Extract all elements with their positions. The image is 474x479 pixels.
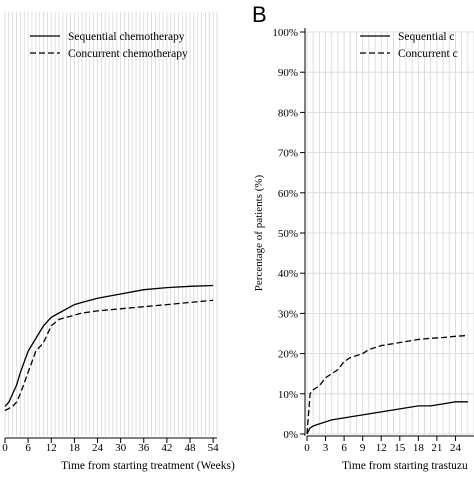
panel-b-y-tick-label: 60% [278, 188, 298, 200]
panel-a-x-ticks: 0 6 12 18 24 30 36 42 48 54 [2, 437, 220, 454]
panel-b-legend: Sequential c Concurrent c [360, 31, 458, 60]
panel-b-x-tick-label: 3 [323, 442, 329, 454]
panel-b-y-tick-label: 10% [278, 389, 298, 401]
panel-a-series-line-2 [4, 299, 214, 412]
panel-a-x-tick-label: 48 [185, 442, 197, 454]
panel-b-x-tick-label: 18 [413, 442, 425, 454]
panel-b-y-tick-label: 90% [278, 67, 298, 79]
panel-b-x-tick-label: 9 [360, 442, 366, 454]
panel-b-x-tick-label: 24 [450, 442, 462, 454]
panel-a-x-tick-label: 30 [115, 442, 127, 454]
panel-b-grid [306, 31, 474, 435]
panel-b-y-tick-label: 30% [278, 308, 298, 320]
panel-b-y-tick-label: 80% [278, 107, 298, 119]
panel-a-x-tick-label: 42 [161, 442, 172, 454]
panel-a-legend-label: Concurrent chemotherapy [68, 48, 188, 60]
panel-b-y-axis-label: Percentage of patients (%) [253, 174, 265, 291]
panel-a: 0 6 12 18 24 30 36 42 48 54 Time from starting tr… [2, 12, 235, 472]
panel-b-series-line-1 [306, 401, 468, 435]
panel-a-series-line-1 [4, 284, 214, 407]
panel-a-x-tick-label: 0 [2, 442, 8, 454]
panel-a-legend: Sequential chemotherapy Concurrent chemot… [30, 31, 188, 60]
panel-a-x-tick-label: 18 [69, 442, 81, 454]
panel-b-legend-label: Sequential c [398, 31, 455, 43]
panel-a-grid [4, 12, 218, 436]
panel-a-legend-label: Sequential chemotherapy [68, 31, 185, 43]
panel-b-series-line-2 [306, 334, 468, 435]
panel-b-y-tick-label: 100% [272, 27, 298, 39]
panel-b-y-tick-label: 40% [278, 268, 298, 280]
panel-b-x-tick-label: 6 [341, 442, 347, 454]
panel-b-x-tick-label: 15 [394, 442, 406, 454]
panel-a-x-tick-label: 36 [138, 442, 150, 454]
panel-a-x-axis-label: Time from starting treatment (Weeks) [61, 460, 235, 472]
panel-b-y-tick-label: 20% [278, 349, 298, 361]
panel-b-x-tick-label: 0 [304, 442, 310, 454]
panel-b-label: B [252, 2, 267, 27]
panel-a-x-tick-label: 24 [92, 442, 104, 454]
panel-a-x-tick-label: 12 [46, 442, 57, 454]
panel-b-x-tick-label: 21 [431, 442, 442, 454]
panel-b-series [306, 334, 468, 435]
panel-b-y-tick-label: 50% [278, 228, 298, 240]
panel-b-y-tick-label: 0% [283, 429, 298, 441]
panel-a-series [4, 284, 214, 412]
panel-b-ticks: 0 3 6 9 12 15 18 21 24 0% 10% 20% 30% 40% 50% 60% 70% 80%… [272, 27, 474, 454]
panel-a-x-tick-label: 6 [25, 442, 31, 454]
panel-b-x-axis-label: Time from starting trastuzu [342, 460, 468, 472]
panel-a-x-tick-label: 54 [208, 442, 220, 454]
panel-b-legend-label: Concurrent c [398, 48, 458, 60]
panel-b-y-tick-label: 70% [278, 148, 298, 160]
panel-b-x-tick-label: 12 [376, 442, 387, 454]
panel-b: 0 3 6 9 12 15 18 21 24 0% 10% 20% 30% 40% 50% 60% 70% 80%… [252, 2, 474, 472]
